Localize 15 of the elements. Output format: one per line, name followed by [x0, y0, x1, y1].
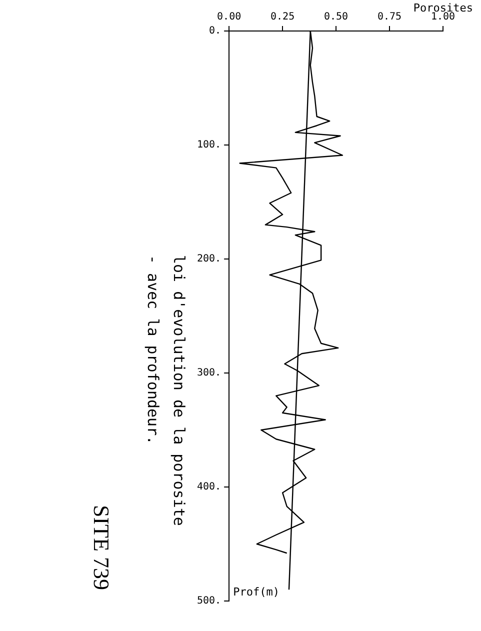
y-axis-title: Prof(m)	[233, 585, 280, 598]
x-tick-label: 0.00	[217, 12, 242, 23]
x-tick-label: 0.75	[377, 12, 402, 23]
y-tick-label: 500.	[196, 596, 222, 607]
y-tick-label: 0.	[209, 26, 222, 37]
text: - avec la profondeur.	[144, 255, 162, 445]
x-tick-label: 0.25	[270, 12, 295, 23]
x-tick-label: 1.00	[430, 12, 456, 23]
y-tick-label: 100.	[196, 140, 222, 151]
text: loi d'evolution de la porosite	[170, 255, 188, 526]
text: SITE 739	[88, 505, 114, 590]
y-tick-label: 200.	[196, 254, 222, 265]
x-tick-label: 0.50	[324, 12, 348, 23]
y-tick-label: 300.	[196, 368, 222, 379]
y-tick-label: 400.	[196, 482, 222, 493]
